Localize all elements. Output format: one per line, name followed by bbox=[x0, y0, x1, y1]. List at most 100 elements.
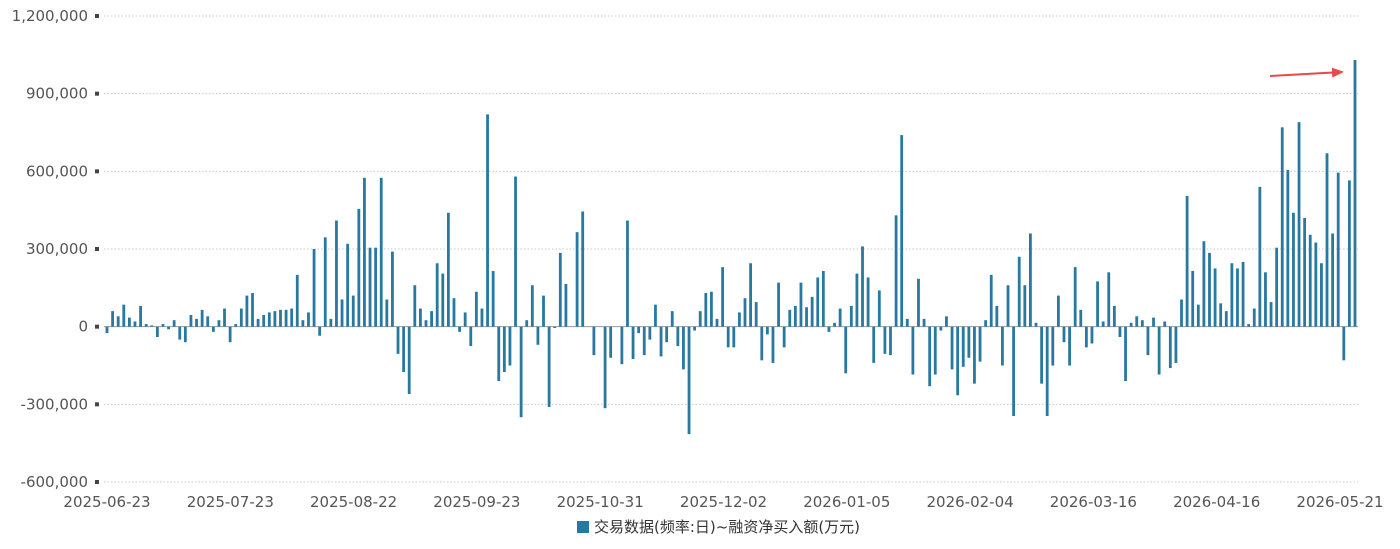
bar[interactable] bbox=[1230, 263, 1234, 327]
bar[interactable] bbox=[799, 282, 803, 327]
bar[interactable] bbox=[435, 263, 439, 327]
legend[interactable]: 交易数据(频率:日)~融资净买入额(万元) bbox=[577, 518, 860, 536]
bar[interactable] bbox=[844, 326, 848, 374]
bar[interactable] bbox=[458, 326, 461, 332]
bar[interactable] bbox=[1314, 242, 1318, 327]
bar[interactable] bbox=[351, 295, 355, 327]
bar[interactable] bbox=[1258, 186, 1262, 327]
bar[interactable] bbox=[346, 243, 350, 327]
bar[interactable] bbox=[144, 324, 148, 327]
bar[interactable] bbox=[178, 326, 182, 340]
bar[interactable] bbox=[989, 274, 993, 327]
bar[interactable] bbox=[1297, 122, 1301, 327]
bar[interactable] bbox=[849, 305, 853, 327]
bar[interactable] bbox=[1196, 304, 1200, 327]
bar[interactable] bbox=[161, 324, 165, 327]
bar[interactable] bbox=[743, 298, 747, 327]
bar[interactable] bbox=[295, 274, 299, 327]
bar[interactable] bbox=[1275, 247, 1279, 327]
bar[interactable] bbox=[710, 291, 713, 327]
bar[interactable] bbox=[765, 326, 769, 335]
bar[interactable] bbox=[872, 326, 876, 363]
bar[interactable] bbox=[575, 232, 579, 327]
bar[interactable] bbox=[939, 326, 943, 331]
bar[interactable] bbox=[1006, 285, 1010, 327]
bar[interactable] bbox=[1101, 321, 1105, 327]
bar[interactable] bbox=[446, 212, 450, 327]
bar[interactable] bbox=[721, 267, 725, 327]
bar[interactable] bbox=[1163, 321, 1167, 327]
bar[interactable] bbox=[984, 320, 988, 327]
bar[interactable] bbox=[116, 316, 120, 327]
bar[interactable] bbox=[861, 246, 864, 327]
bar[interactable] bbox=[821, 271, 825, 327]
bar[interactable] bbox=[760, 326, 764, 361]
bar[interactable] bbox=[1331, 233, 1335, 327]
bar[interactable] bbox=[883, 326, 887, 354]
bar[interactable] bbox=[105, 326, 109, 334]
bar[interactable] bbox=[905, 318, 909, 327]
bar[interactable] bbox=[1308, 234, 1312, 327]
bar[interactable] bbox=[631, 326, 635, 360]
bar[interactable] bbox=[111, 311, 114, 327]
bar[interactable] bbox=[1247, 324, 1251, 327]
bar[interactable] bbox=[928, 326, 932, 387]
bar[interactable] bbox=[150, 325, 154, 327]
bar[interactable] bbox=[368, 247, 372, 327]
bar[interactable] bbox=[1062, 326, 1066, 343]
bar[interactable] bbox=[1152, 317, 1155, 327]
bar[interactable] bbox=[1012, 326, 1016, 416]
bar[interactable] bbox=[1348, 180, 1351, 327]
bar[interactable] bbox=[945, 316, 948, 327]
bar[interactable] bbox=[1118, 326, 1122, 338]
bar[interactable] bbox=[670, 311, 674, 327]
bar[interactable] bbox=[374, 247, 378, 327]
bar[interactable] bbox=[1320, 263, 1323, 327]
bar[interactable] bbox=[581, 211, 585, 327]
bar[interactable] bbox=[782, 326, 786, 348]
bar[interactable] bbox=[1129, 322, 1133, 327]
bar[interactable] bbox=[933, 326, 937, 375]
bar[interactable] bbox=[430, 311, 433, 327]
bar[interactable] bbox=[1224, 311, 1228, 327]
bar[interactable] bbox=[704, 293, 708, 327]
bar[interactable] bbox=[195, 318, 198, 327]
bar[interactable] bbox=[262, 315, 266, 327]
bar[interactable] bbox=[391, 251, 394, 327]
bar[interactable] bbox=[1079, 309, 1083, 327]
bar[interactable] bbox=[1280, 127, 1284, 327]
bar[interactable] bbox=[407, 326, 411, 394]
bar[interactable] bbox=[228, 326, 232, 343]
bar[interactable] bbox=[245, 295, 249, 327]
bar[interactable] bbox=[1174, 326, 1178, 363]
bar[interactable] bbox=[463, 312, 467, 327]
bar[interactable] bbox=[396, 326, 400, 354]
bar[interactable] bbox=[1140, 320, 1144, 327]
bar[interactable] bbox=[223, 308, 226, 327]
bar[interactable] bbox=[950, 326, 954, 370]
bar[interactable] bbox=[1342, 326, 1346, 361]
bar[interactable] bbox=[183, 326, 187, 343]
bar[interactable] bbox=[620, 326, 624, 365]
bar[interactable] bbox=[1241, 261, 1245, 327]
bar[interactable] bbox=[1336, 172, 1340, 327]
bar[interactable] bbox=[211, 326, 215, 332]
bar[interactable] bbox=[486, 114, 489, 327]
bar[interactable] bbox=[877, 290, 881, 327]
bar[interactable] bbox=[665, 326, 669, 343]
bar[interactable] bbox=[379, 177, 383, 327]
bar[interactable] bbox=[217, 320, 221, 327]
bar[interactable] bbox=[234, 324, 238, 327]
bar[interactable] bbox=[469, 326, 473, 347]
bar[interactable] bbox=[1096, 281, 1099, 327]
bar[interactable] bbox=[698, 311, 702, 327]
bar[interactable] bbox=[1292, 212, 1295, 327]
bar[interactable] bbox=[1264, 272, 1267, 327]
bar[interactable] bbox=[1353, 60, 1357, 327]
bar[interactable] bbox=[1023, 285, 1027, 327]
bar[interactable] bbox=[547, 326, 551, 407]
bar[interactable] bbox=[290, 308, 294, 327]
bar[interactable] bbox=[323, 237, 327, 327]
bar[interactable] bbox=[1068, 326, 1071, 366]
bar[interactable] bbox=[256, 318, 260, 327]
